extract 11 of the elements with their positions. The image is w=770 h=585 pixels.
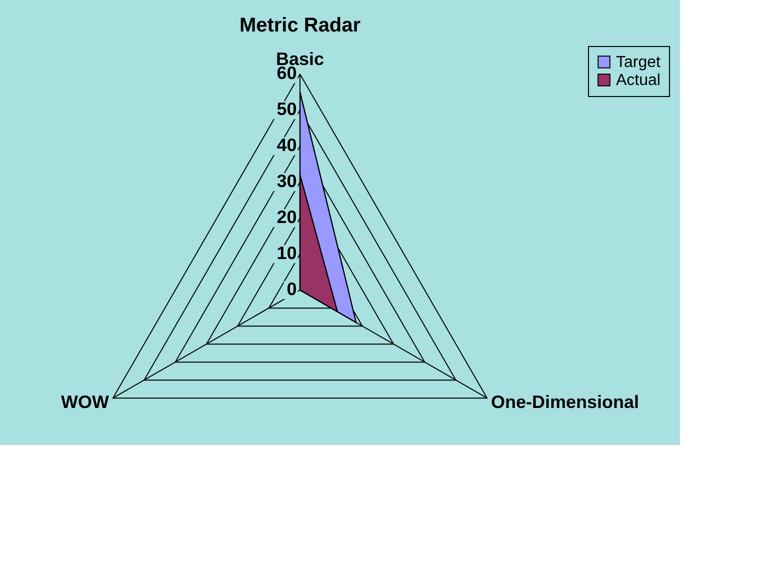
y-tick-label: 20 (276, 207, 297, 228)
spoke-label: WOW (60, 392, 109, 412)
y-tick-label: 40 (276, 135, 297, 156)
legend-label: Target (616, 54, 661, 71)
y-tick-label: 10 (276, 243, 297, 264)
spoke-label: One-Dimensional (491, 392, 639, 412)
legend-label: Actual (616, 72, 660, 89)
chart-title: Metric Radar (239, 14, 361, 36)
y-tick-label: 50 (276, 99, 297, 120)
y-tick-label: 30 (276, 171, 297, 192)
y-tick-label: 0 (286, 279, 297, 300)
